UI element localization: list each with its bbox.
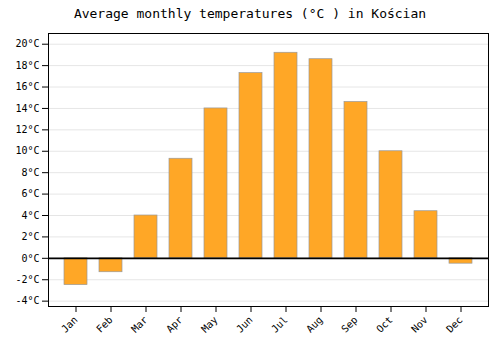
- svg-text:-2°C: -2°C: [15, 274, 39, 285]
- svg-text:4°C: 4°C: [21, 210, 39, 221]
- svg-text:May: May: [199, 314, 220, 335]
- svg-text:Jan: Jan: [59, 314, 80, 335]
- svg-text:Dec: Dec: [444, 314, 465, 335]
- svg-text:0°C: 0°C: [21, 253, 39, 264]
- svg-text:Apr: Apr: [164, 314, 185, 335]
- svg-text:6°C: 6°C: [21, 188, 39, 199]
- html-text:Average monthly temperatures (: Average monthly temperatures (°C ) in Ko…: [73, 6, 427, 21]
- svg-text:18°C: 18°C: [15, 60, 39, 71]
- svg-text:Sep: Sep: [339, 314, 360, 335]
- svg-text:8°C: 8°C: [21, 167, 39, 178]
- svg-text:-4°C: -4°C: [15, 295, 39, 306]
- svg-text:20°C: 20°C: [15, 38, 39, 49]
- svg-text:10°C: 10°C: [15, 145, 39, 156]
- svg-text:Jul: Jul: [269, 314, 290, 335]
- svg-text:Oct: Oct: [374, 314, 395, 335]
- svg-text:Jun: Jun: [234, 314, 255, 335]
- svg-text:Aug: Aug: [304, 314, 325, 335]
- svg-text:12°C: 12°C: [15, 124, 39, 135]
- svg-text:Feb: Feb: [94, 314, 115, 335]
- svg-text:Mar: Mar: [129, 314, 150, 335]
- svg-text:14°C: 14°C: [15, 103, 39, 114]
- svg-text:16°C: 16°C: [15, 81, 39, 92]
- svg-text:Nov: Nov: [409, 314, 430, 335]
- svg-text:2°C: 2°C: [21, 231, 39, 242]
